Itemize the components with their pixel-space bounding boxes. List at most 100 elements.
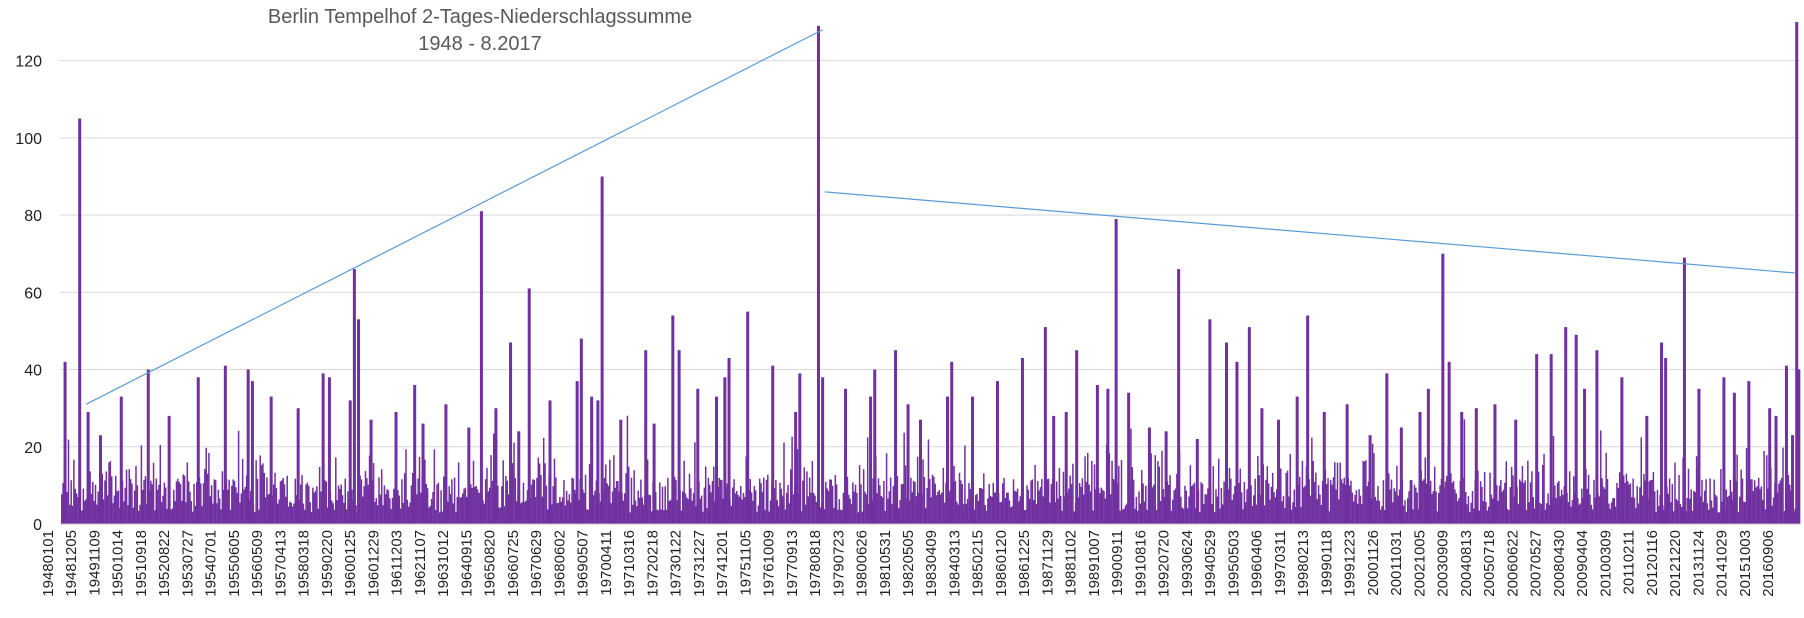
precipitation-bar — [306, 482, 309, 524]
precipitation-bar — [958, 472, 961, 524]
precipitation-bar — [1605, 452, 1607, 524]
precipitation-bar — [1730, 491, 1733, 524]
precipitation-bar — [1744, 502, 1746, 524]
precipitation-bar — [1753, 480, 1756, 524]
precipitation-bar — [196, 482, 198, 524]
precipitation-bar — [264, 497, 267, 524]
peak-bar — [98, 435, 102, 524]
precipitation-bar — [1031, 479, 1034, 524]
precipitation-bar — [1217, 458, 1220, 524]
peak-bar — [78, 118, 82, 524]
precipitation-bar — [191, 511, 194, 524]
precipitation-bar — [892, 486, 895, 524]
precipitation-bar — [1286, 470, 1289, 524]
precipitation-bar — [656, 509, 658, 524]
precipitation-bar — [1658, 506, 1660, 524]
precipitation-bar — [1073, 511, 1075, 524]
precipitation-bar — [1625, 473, 1628, 524]
precipitation-bar — [318, 467, 321, 524]
precipitation-bar — [83, 500, 86, 524]
precipitation-bar — [255, 460, 257, 524]
precipitation-bar — [1131, 467, 1134, 524]
precipitation-bar — [1136, 510, 1139, 524]
precipitation-bar — [287, 506, 290, 524]
precipitation-bar — [1203, 504, 1205, 524]
precipitation-bar — [700, 495, 703, 524]
precipitation-bar — [1084, 456, 1086, 524]
precipitation-bar — [1006, 492, 1008, 524]
precipitation-bar — [393, 488, 395, 524]
precipitation-bar — [796, 449, 799, 524]
precipitation-bar — [1018, 501, 1020, 524]
precipitation-bar — [375, 498, 378, 524]
precipitation-bar — [923, 477, 926, 524]
precipitation-bar — [899, 499, 901, 524]
precipitation-bar — [1276, 489, 1278, 524]
precipitation-bar — [1656, 490, 1659, 524]
precipitation-bar — [711, 481, 714, 524]
precipitation-bar — [285, 496, 287, 524]
precipitation-bar — [926, 487, 928, 524]
precipitation-bar — [108, 462, 110, 524]
precipitation-bar — [1184, 485, 1186, 524]
precipitation-bar — [105, 471, 108, 524]
precipitation-bar — [154, 510, 156, 524]
precipitation-bar — [1265, 479, 1267, 524]
precipitation-bar — [407, 506, 410, 524]
peak-bar — [352, 269, 356, 524]
precipitation-bar — [82, 488, 85, 524]
x-tick-label: 19580318 — [296, 530, 313, 597]
peak-bar — [327, 377, 331, 524]
precipitation-bar — [1266, 466, 1269, 524]
precipitation-bar — [965, 503, 967, 524]
precipitation-bar — [209, 496, 211, 524]
precipitation-bar — [1207, 488, 1209, 524]
precipitation-bar — [1537, 471, 1540, 524]
peak-bar — [1208, 319, 1212, 524]
precipitation-bar — [1446, 475, 1448, 524]
precipitation-bar — [1624, 482, 1626, 524]
precipitation-bar — [1141, 470, 1143, 524]
precipitation-bar — [1351, 492, 1354, 524]
x-tick-label: 20160906 — [1760, 530, 1777, 597]
precipitation-bar — [1134, 508, 1136, 524]
precipitation-bar — [439, 512, 441, 524]
precipitation-bar — [378, 477, 380, 524]
peak-bar — [1114, 218, 1118, 524]
precipitation-bar — [1267, 483, 1270, 524]
precipitation-bar — [1490, 494, 1493, 524]
precipitation-bar — [837, 509, 839, 524]
precipitation-bar — [476, 489, 479, 524]
precipitation-bar — [1498, 485, 1501, 524]
precipitation-bar — [1652, 472, 1655, 524]
precipitation-bar — [911, 492, 913, 524]
precipitation-bar — [424, 459, 426, 524]
peak-bar — [1564, 327, 1568, 524]
peak-bar — [590, 396, 594, 524]
x-tick-label: 19480101 — [40, 530, 57, 597]
precipitation-bar — [1292, 502, 1294, 524]
precipitation-bar — [753, 486, 756, 524]
precipitation-bar — [1014, 490, 1016, 524]
precipitation-bar — [1182, 508, 1185, 524]
precipitation-bar — [277, 503, 279, 524]
precipitation-bar — [113, 495, 116, 524]
precipitation-bar — [826, 488, 828, 524]
precipitation-bar — [1756, 486, 1759, 524]
precipitation-bar — [722, 498, 724, 524]
peak-bar — [619, 419, 623, 524]
precipitation-bar — [1350, 480, 1352, 524]
precipitation-bar — [1216, 496, 1219, 524]
precipitation-bar — [856, 492, 858, 524]
precipitation-bar — [1736, 454, 1738, 524]
precipitation-bar — [309, 502, 311, 524]
precipitation-bar — [993, 492, 996, 524]
precipitation-bar — [1118, 465, 1120, 524]
precipitation-bar — [812, 493, 815, 524]
precipitation-bar — [1705, 479, 1707, 524]
precipitation-bar — [263, 472, 265, 524]
peak-bar — [296, 408, 300, 524]
x-tick-label: 19520822 — [156, 530, 173, 597]
precipitation-bar — [397, 490, 399, 524]
precipitation-bar — [1069, 475, 1071, 524]
